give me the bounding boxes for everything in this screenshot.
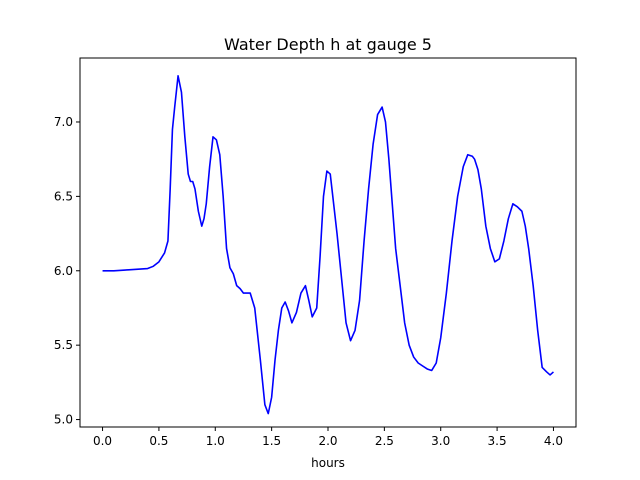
x-tick-label: 1.0	[206, 434, 225, 448]
plot-area	[102, 75, 554, 415]
y-tick-label: 7.0	[54, 115, 73, 129]
x-tick-label: 0.5	[149, 434, 168, 448]
y-tick-label: 5.5	[54, 338, 73, 352]
axes-frame	[79, 57, 577, 428]
y-tick-label: 5.0	[54, 413, 73, 427]
x-tick-label: 2.0	[318, 434, 337, 448]
x-tick-label: 4.0	[544, 434, 563, 448]
y-tick-label: 6.5	[54, 189, 73, 203]
x-tick-label: 2.5	[375, 434, 394, 448]
x-tick-label: 3.5	[488, 434, 507, 448]
y-axis: 5.0 5.5 6.0 6.5 7.0	[54, 115, 80, 427]
series-line-0	[102, 75, 554, 415]
x-axis: 0.0 0.5 1.0 1.5 2.0 2.5 3.0 3.5 4.0	[93, 427, 563, 448]
x-tick-label: 3.0	[431, 434, 450, 448]
x-axis-label: hours	[311, 456, 345, 470]
y-tick-label: 6.0	[54, 264, 73, 278]
x-tick-label: 1.5	[262, 434, 281, 448]
x-tick-label: 0.0	[93, 434, 112, 448]
chart-title: Water Depth h at gauge 5	[224, 35, 432, 54]
